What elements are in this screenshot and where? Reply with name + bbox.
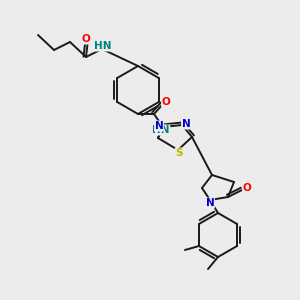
Text: HN: HN (152, 125, 170, 135)
Text: N: N (206, 198, 214, 208)
Text: O: O (82, 34, 90, 44)
Text: S: S (175, 148, 183, 158)
Text: N: N (182, 119, 190, 129)
Text: O: O (243, 183, 251, 193)
Text: HN: HN (94, 41, 112, 51)
Text: O: O (162, 97, 170, 107)
Text: N: N (154, 121, 164, 131)
